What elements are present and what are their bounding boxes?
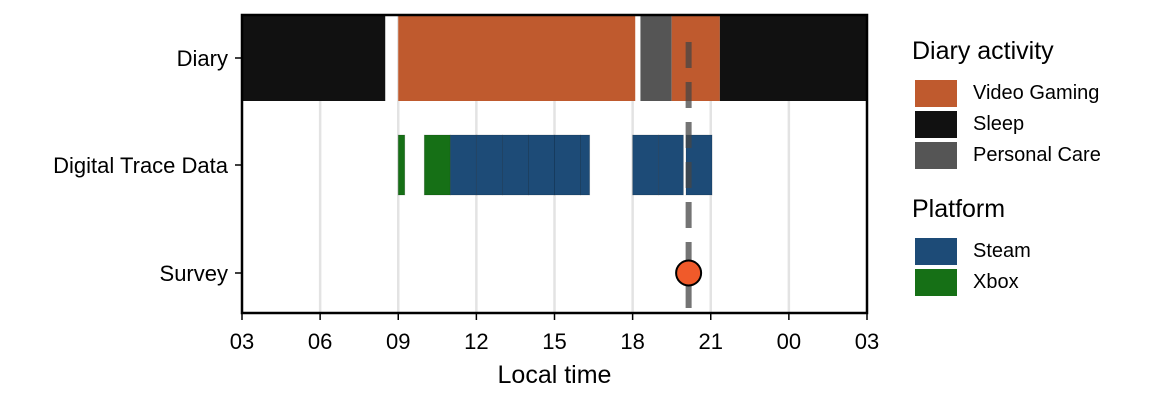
legend-swatch [915, 142, 957, 169]
x-tick-label: 03 [855, 329, 879, 354]
legend-title-platform: Platform [912, 195, 1006, 223]
row-label: Digital Trace Data [53, 153, 229, 178]
legend-swatch [915, 80, 957, 107]
legend-swatch [915, 238, 957, 265]
trace-bars [397, 134, 713, 196]
legend-item: Video Gaming [912, 78, 1142, 109]
legend-item: Steam [912, 236, 1142, 267]
x-tick-label: 12 [464, 329, 488, 354]
row-label: Diary [177, 46, 228, 71]
trace-segment [528, 134, 555, 196]
diary-segment [671, 15, 720, 101]
x-axis-label: Local time [498, 361, 612, 389]
legend-label: Xbox [973, 271, 1019, 293]
trace-segment [580, 134, 591, 196]
legend-item: Personal Care [912, 140, 1142, 171]
legend-platform-items: Steam Xbox [912, 236, 1142, 298]
row-labels: Diary Digital Trace Data Survey [53, 46, 242, 286]
legend-diary-items: Video Gaming Sleep Personal Care [912, 78, 1142, 171]
trace-segment [475, 134, 503, 196]
trace-segment [502, 134, 529, 196]
trace-segment [449, 134, 477, 196]
x-axis-ticks: 03 06 09 12 15 18 21 00 03 [230, 313, 879, 354]
x-tick-label: 06 [308, 329, 332, 354]
legend: Diary activity Video Gaming Sleep Personal… [912, 36, 1142, 298]
legend-swatch [915, 269, 957, 296]
diary-segment [398, 15, 636, 101]
legend-swatch [915, 111, 957, 138]
legend-label: Sleep [973, 113, 1025, 135]
x-tick-label: 18 [620, 329, 644, 354]
x-tick-label: 21 [699, 329, 723, 354]
legend-title-diary: Diary activity [912, 37, 1054, 65]
timeline-chart: Diary Digital Trace Data Survey 03 06 09 12 15… [53, 13, 879, 389]
row-label: Survey [160, 261, 228, 286]
x-tick-label: 15 [542, 329, 566, 354]
survey-time-line [675, 42, 703, 313]
legend-label: Video Gaming [973, 82, 1100, 104]
legend-label: Steam [973, 240, 1031, 262]
x-tick-label: 09 [386, 329, 410, 354]
x-tick-label: 03 [230, 329, 254, 354]
legend-item: Xbox [912, 267, 1142, 298]
x-tick-label: 00 [777, 329, 801, 354]
diary-bars [242, 15, 867, 101]
diary-segment [719, 15, 867, 101]
survey-point [675, 259, 703, 287]
legend-item: Sleep [912, 109, 1142, 140]
trace-segment [658, 134, 684, 196]
trace-segment [554, 134, 581, 196]
trace-segment [632, 134, 660, 196]
diary-segment [242, 15, 386, 101]
legend-label: Personal Care [973, 144, 1101, 166]
trace-segment [423, 134, 451, 196]
trace-segment [397, 134, 406, 196]
diary-segment [640, 15, 672, 101]
